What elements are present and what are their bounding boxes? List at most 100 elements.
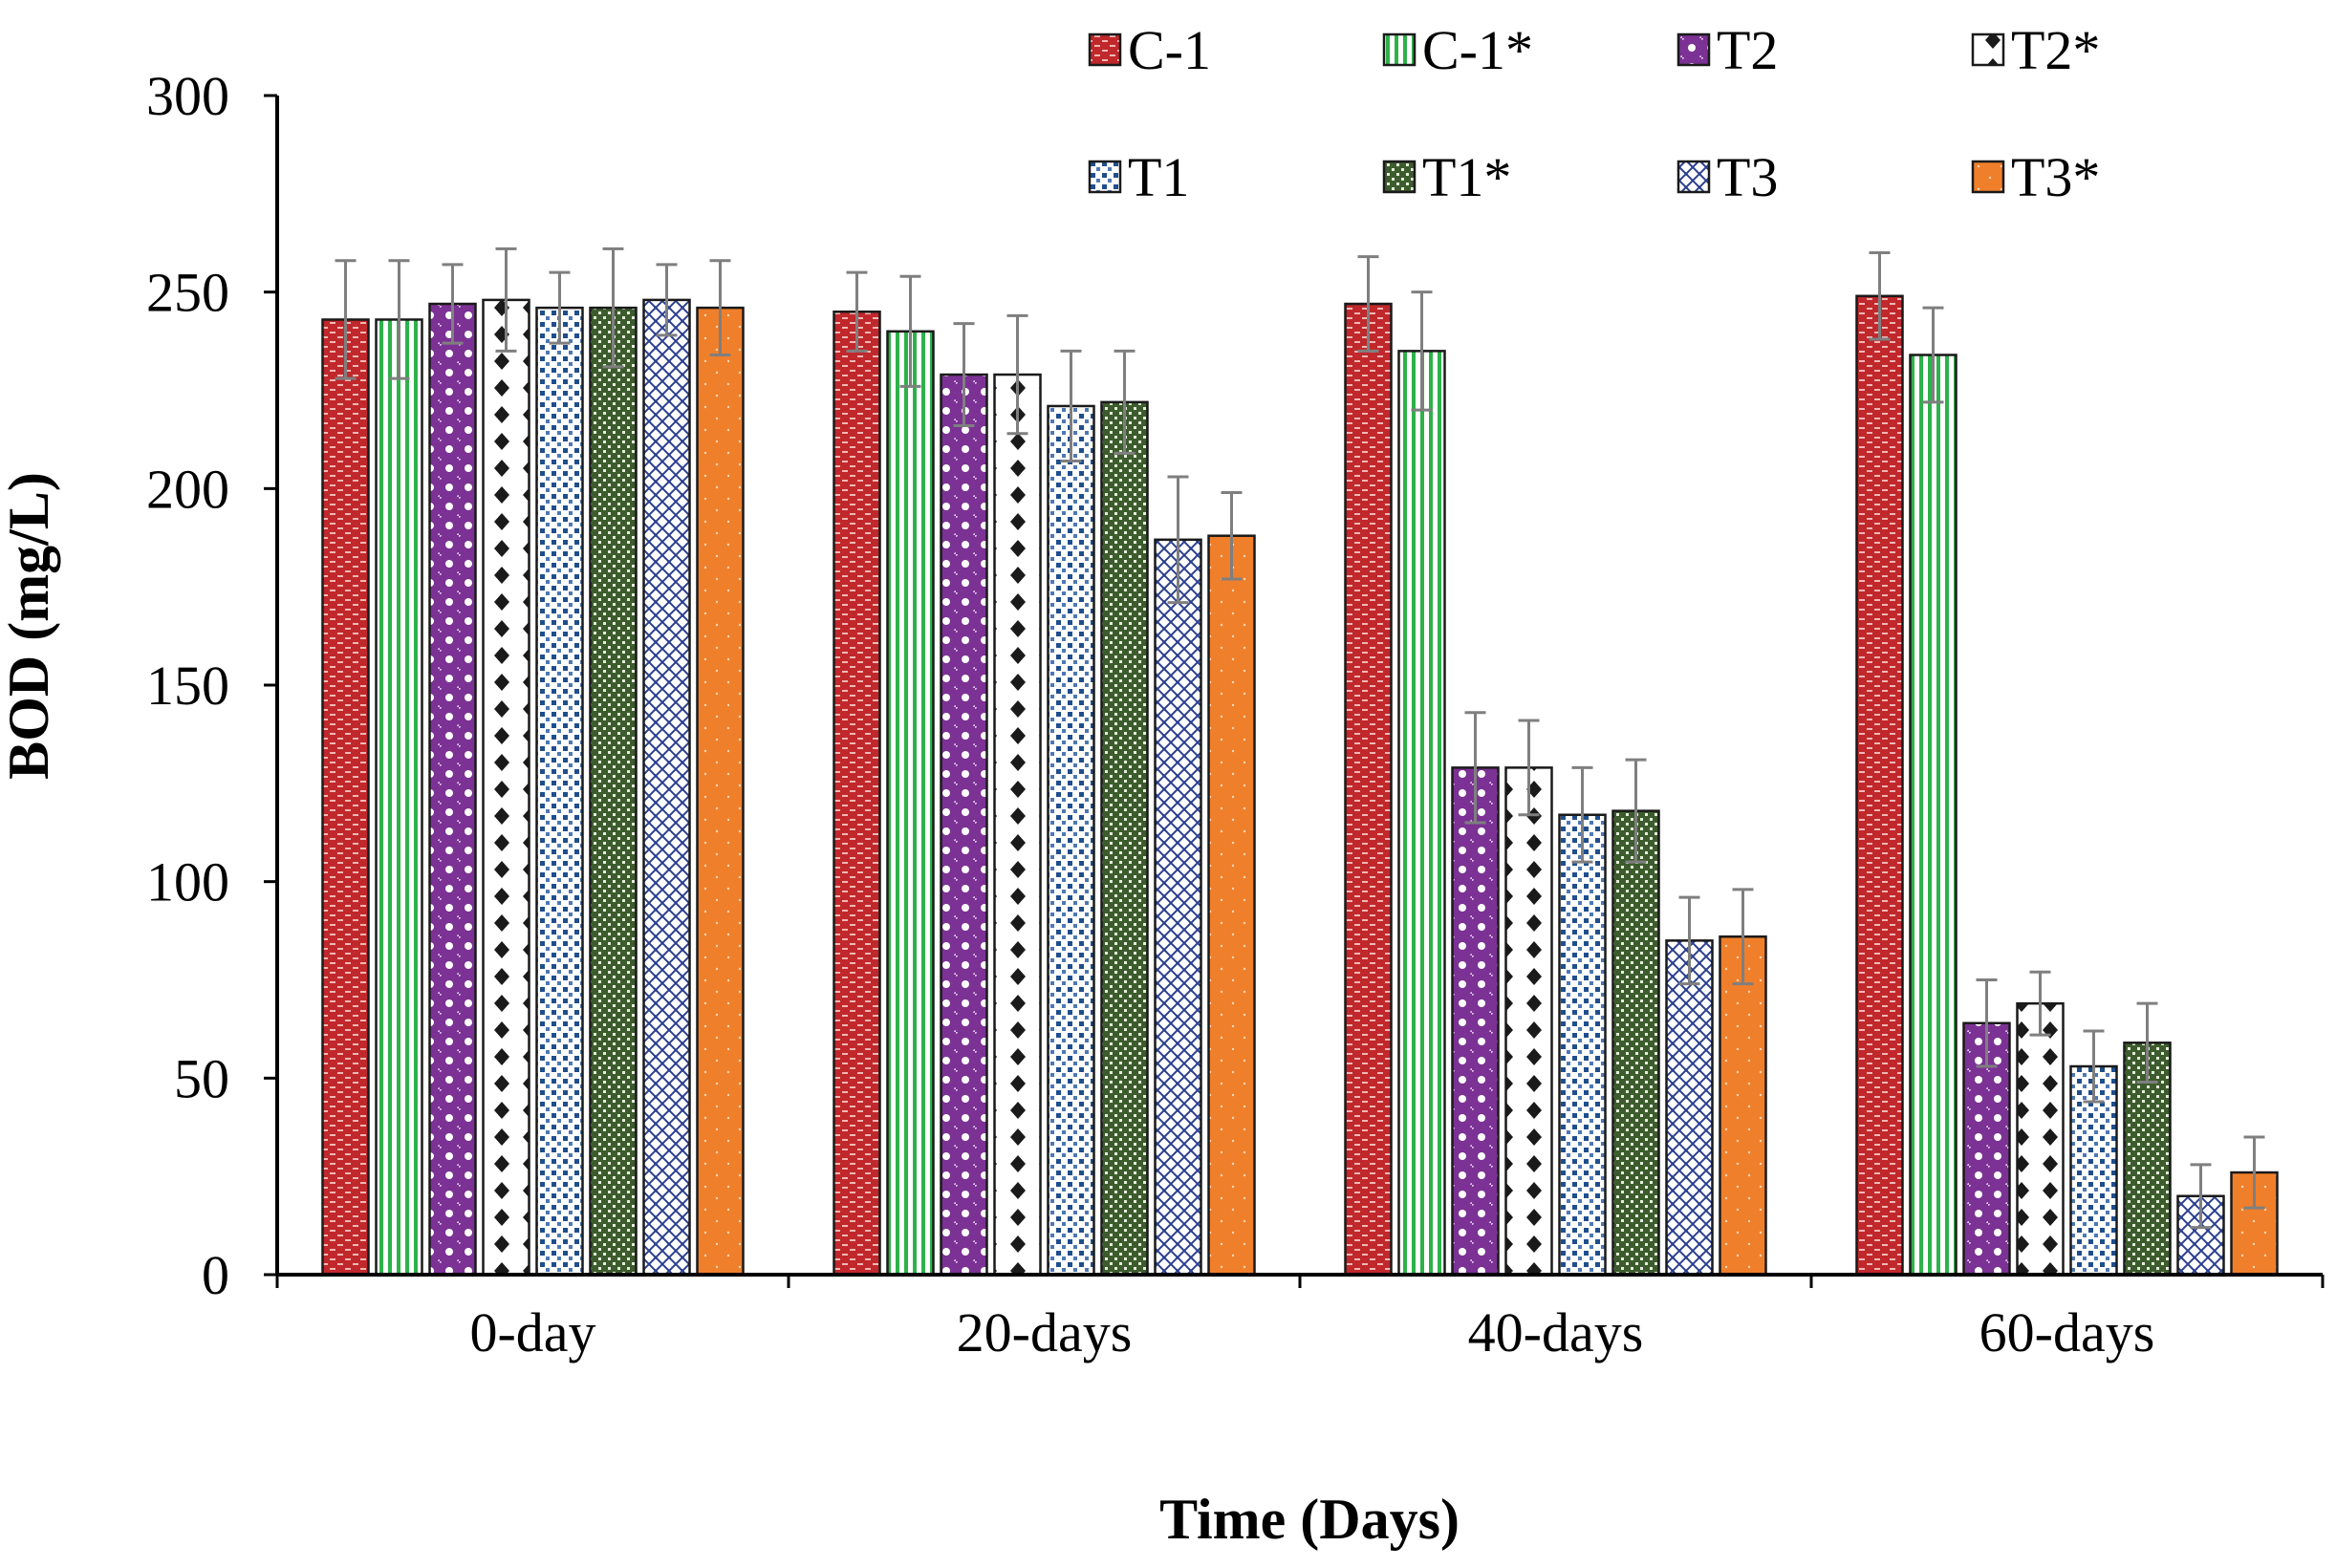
bar-t2-star-0-day [482, 298, 530, 1277]
legend-item-t3-star: T3* [1971, 146, 2100, 208]
bar-c-1-0-day [321, 318, 370, 1277]
bar-t1-0-day [535, 306, 584, 1277]
bar-t3-0-day [642, 298, 691, 1277]
bar-c-1-20-days [833, 310, 881, 1277]
bar-t1-star-40-days [1611, 809, 1660, 1277]
legend-item-t2: T2 [1676, 19, 1778, 81]
legend-swatch-c-1-star [1382, 32, 1417, 67]
error-bar-t3-star-60-days [2243, 1135, 2265, 1210]
y-tick-label-100: 100 [146, 851, 229, 913]
axes-layer: 0 50 100 150 200 250 300 0-day 20-days 40-days 60-… [146, 65, 2325, 1364]
error-bar-c-1-star-20-days [899, 274, 921, 388]
y-tick-label-250: 250 [146, 262, 229, 324]
bar-c-1-40-days [1344, 302, 1393, 1277]
bar-t2-40-days [1451, 766, 1500, 1277]
error-bar-c-1-0-day [335, 259, 357, 380]
legend-swatch-t2-star [1971, 32, 2005, 67]
bar-t1-star-20-days [1100, 400, 1149, 1277]
legend-swatch-t3-star [1971, 160, 2005, 194]
error-bar-t2-0-day [442, 263, 464, 345]
error-bar-t1-40-days [1571, 765, 1593, 864]
legend-swatch-t1-star [1382, 160, 1417, 194]
legend-label-c-1: C-1 [1128, 19, 1211, 81]
error-bar-t2-star-20-days [1006, 313, 1028, 436]
legend-label-c-1-star: C-1* [1422, 19, 1533, 81]
error-bar-c-1-star-40-days [1411, 290, 1433, 412]
bar-t3-star-0-day [696, 306, 745, 1277]
legend-label-t1: T1 [1128, 146, 1189, 208]
legend: C-1 C-1* T2 T2* T1 T1* T3 T3* [1088, 19, 2100, 208]
error-bar-t1-60-days [2083, 1029, 2105, 1104]
legend-swatch-t3 [1676, 160, 1711, 194]
y-tick-label-0: 0 [202, 1244, 229, 1306]
error-bar-t3-0-day [656, 263, 678, 337]
bar-t2-star-40-days [1504, 766, 1553, 1277]
bar-t2-20-days [940, 373, 988, 1277]
y-tick-label-50: 50 [174, 1047, 229, 1109]
bar-t3-60-days [2176, 1194, 2225, 1277]
error-bar-c-1-20-days [846, 270, 868, 353]
legend-label-t3-star: T3* [2011, 146, 2100, 208]
legend-label-t1-star: T1* [1422, 146, 1511, 208]
bar-t1-star-0-day [589, 306, 638, 1277]
legend-item-c-1: C-1 [1088, 19, 1211, 81]
error-bars-layer [335, 247, 2265, 1230]
bar-c-1-60-days [1855, 294, 1904, 1277]
y-tick-label-200: 200 [146, 458, 229, 520]
bar-c-1-star-60-days [1909, 354, 1957, 1277]
bar-t3-star-20-days [1207, 534, 1256, 1277]
legend-swatch-t1 [1088, 160, 1122, 194]
legend-item-t2-star: T2* [1971, 19, 2100, 81]
error-bar-t1-20-days [1060, 349, 1082, 463]
bar-t3-20-days [1154, 538, 1202, 1277]
bar-c-1-star-0-day [375, 318, 423, 1277]
error-bar-t1-star-20-days [1114, 349, 1136, 455]
y-tick-label-300: 300 [146, 65, 229, 127]
legend-item-t3: T3 [1676, 146, 1778, 208]
bar-t1-40-days [1558, 813, 1607, 1277]
error-bar-c-1-40-days [1357, 255, 1379, 353]
error-bar-t1-star-0-day [602, 247, 624, 369]
x-axis-title: Time (Days) [1159, 1488, 1460, 1551]
bars-layer [321, 294, 2279, 1277]
legend-label-t2: T2 [1717, 19, 1778, 81]
error-bar-t3-40-days [1678, 895, 1700, 986]
legend-item-c-1-star: C-1* [1382, 19, 1533, 81]
x-tick-label-20-days: 20-days [957, 1301, 1133, 1364]
bar-c-1-star-20-days [886, 330, 935, 1277]
error-bar-t3-star-20-days [1221, 490, 1243, 581]
error-bar-c-1-60-days [1869, 251, 1891, 341]
x-tick-label-40-days: 40-days [1468, 1301, 1644, 1364]
bar-t2-star-20-days [993, 373, 1042, 1277]
error-bar-t2-20-days [953, 322, 975, 428]
error-bar-t2-60-days [1976, 978, 1998, 1068]
legend-item-t1-star: T1* [1382, 146, 1511, 208]
error-bar-t1-star-60-days [2136, 1001, 2158, 1084]
legend-item-t1: T1 [1088, 146, 1189, 208]
error-bar-t3-60-days [2190, 1163, 2212, 1230]
bar-c-1-star-40-days [1397, 350, 1446, 1277]
legend-label-t3: T3 [1717, 146, 1778, 208]
error-bar-t3-star-40-days [1732, 888, 1754, 986]
error-bar-c-1-star-60-days [1922, 306, 1944, 404]
error-bar-t3-star-0-day [709, 259, 731, 356]
bar-t2-0-day [428, 302, 477, 1277]
error-bar-t3-20-days [1167, 475, 1189, 605]
y-tick-label-150: 150 [146, 655, 229, 717]
bar-t1-20-days [1047, 404, 1095, 1277]
bar-t2-star-60-days [2016, 1001, 2065, 1277]
legend-swatch-c-1 [1088, 32, 1122, 67]
legend-label-t2-star: T2* [2011, 19, 2100, 81]
bar-t3-40-days [1665, 939, 1714, 1277]
error-bar-c-1-star-0-day [388, 259, 410, 380]
error-bar-t2-star-0-day [495, 247, 517, 353]
bar-t3-star-40-days [1719, 935, 1767, 1277]
legend-swatch-t2 [1676, 32, 1711, 67]
x-tick-label-0-day: 0-day [469, 1301, 595, 1364]
error-bar-t2-star-40-days [1518, 719, 1540, 817]
error-bar-t2-star-60-days [2029, 970, 2051, 1037]
error-bar-t1-star-40-days [1625, 758, 1647, 864]
x-tick-label-60-days: 60-days [1979, 1301, 2155, 1364]
